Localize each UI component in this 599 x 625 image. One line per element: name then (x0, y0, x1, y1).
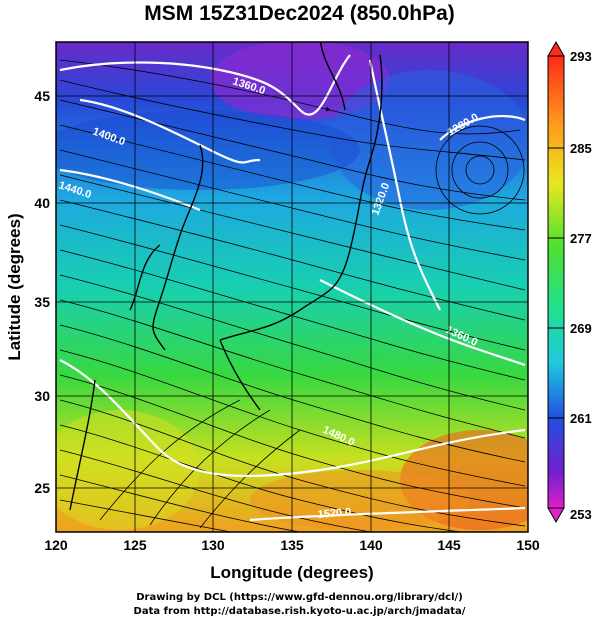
coastlines (69, 42, 383, 511)
x-tick-label: 120 (44, 537, 68, 553)
colorbar-lower-arrow (547, 507, 565, 524)
colorbar: 293 285 277 269 261 253 (547, 40, 592, 524)
x-axis-title: Longitude (degrees) (210, 563, 373, 582)
credit-drawing: Drawing by DCL (https://www.gfd-dennou.o… (136, 592, 463, 603)
graticule (56, 42, 528, 532)
x-tick-label: 145 (437, 537, 461, 553)
y-tick-label: 45 (34, 88, 50, 104)
x-tick-label: 150 (516, 537, 540, 553)
y-tick-labels: 25 30 35 40 45 (34, 88, 50, 496)
x-tick-label: 130 (201, 537, 225, 553)
colorbar-tick: 293 (570, 49, 592, 64)
colorbar-tick: 253 (570, 507, 592, 522)
height-contours (59, 54, 526, 522)
x-tick-label: 135 (280, 537, 304, 553)
y-tick-label: 40 (34, 195, 50, 211)
colorbar-upper-arrow (547, 40, 565, 57)
map-title: MSM 15Z31Dec2024 (850.0hPa) (144, 2, 455, 25)
y-tick-label: 25 (34, 480, 50, 496)
y-tick-label: 30 (34, 388, 50, 404)
x-tick-labels: 120 125 130 135 140 145 150 (44, 537, 540, 553)
colorbar-tick: 269 (570, 321, 592, 336)
colorbar-tick: 261 (570, 411, 592, 426)
contour-label: 1520.0 (317, 506, 352, 521)
x-tick-label: 125 (123, 537, 147, 553)
colorbar-scale (547, 55, 565, 509)
x-tick-label: 140 (359, 537, 383, 553)
credit-data: Data from http://database.rish.kyoto-u.a… (133, 606, 466, 617)
y-tick-label: 35 (34, 294, 50, 310)
y-axis-title: Latitude (degrees) (5, 213, 24, 360)
colorbar-tick: 285 (570, 141, 592, 156)
colorbar-tick: 277 (570, 231, 592, 246)
